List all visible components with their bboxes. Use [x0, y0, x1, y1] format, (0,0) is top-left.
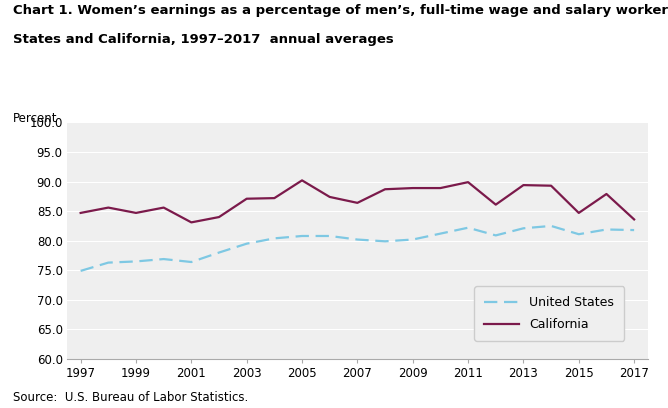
Line: United States: United States: [81, 226, 634, 271]
United States: [603, 227, 611, 232]
United States: [353, 237, 361, 242]
California: [271, 196, 279, 201]
California: [520, 183, 528, 188]
United States: [132, 259, 140, 264]
United States: [630, 228, 638, 233]
California: [326, 195, 334, 200]
Text: Percent: Percent: [13, 112, 58, 125]
California: [104, 205, 112, 210]
United States: [298, 233, 306, 238]
California: [132, 211, 140, 215]
California: [187, 220, 195, 225]
United States: [464, 225, 472, 230]
United States: [520, 226, 528, 231]
California: [574, 211, 582, 215]
California: [242, 196, 250, 201]
California: [436, 186, 444, 191]
California: [77, 211, 85, 215]
United States: [271, 236, 279, 241]
California: [298, 178, 306, 183]
California: [215, 215, 223, 220]
United States: [160, 257, 168, 262]
United States: [104, 260, 112, 265]
California: [409, 186, 417, 191]
United States: [326, 233, 334, 238]
United States: [409, 237, 417, 242]
United States: [436, 231, 444, 236]
California: [547, 183, 555, 188]
California: [353, 200, 361, 205]
California: [381, 187, 389, 192]
California: [492, 202, 500, 207]
California: [630, 217, 638, 222]
United States: [77, 268, 85, 273]
California: [160, 205, 168, 210]
United States: [215, 250, 223, 255]
United States: [187, 259, 195, 264]
Text: Source:  U.S. Bureau of Labor Statistics.: Source: U.S. Bureau of Labor Statistics.: [13, 391, 248, 404]
Line: California: California: [81, 180, 634, 222]
Text: Chart 1. Women’s earnings as a percentage of men’s, full-time wage and salary wo: Chart 1. Women’s earnings as a percentag…: [13, 4, 668, 17]
Legend: United States, California: United States, California: [474, 286, 625, 341]
California: [464, 180, 472, 184]
United States: [547, 224, 555, 228]
United States: [574, 232, 582, 237]
California: [603, 191, 611, 196]
United States: [492, 233, 500, 238]
United States: [242, 241, 250, 246]
Text: States and California, 1997–2017  annual averages: States and California, 1997–2017 annual …: [13, 33, 394, 46]
United States: [381, 239, 389, 244]
